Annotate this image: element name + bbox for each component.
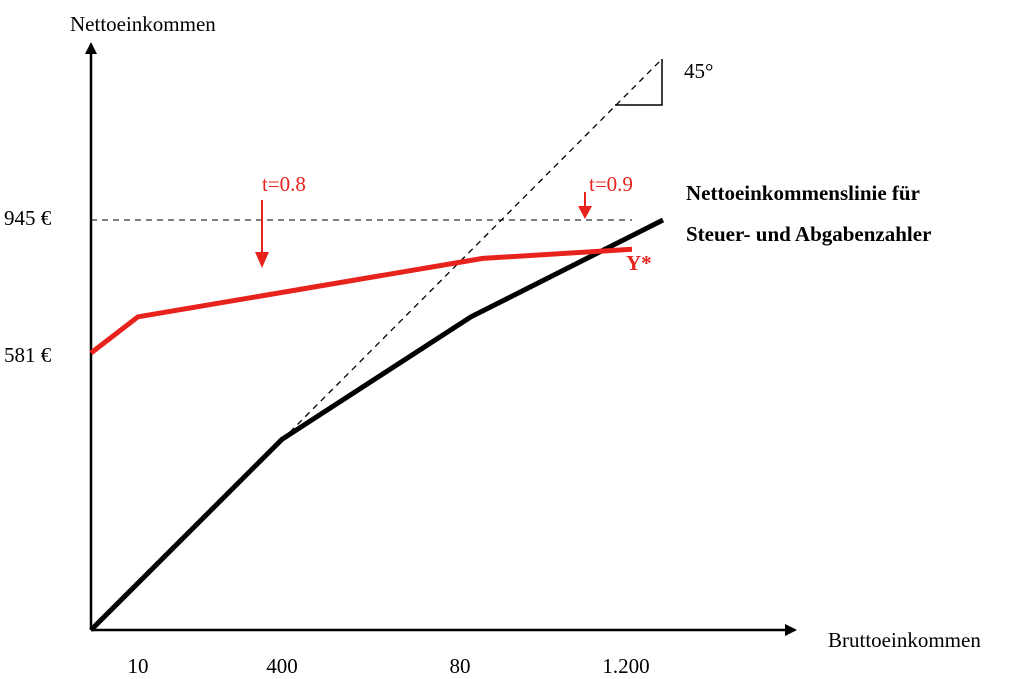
x-tick-label: 80 [450,654,471,678]
series-line-net-income [89,217,665,632]
x-axis-title: Bruttoeinkommen [828,628,981,652]
x-tick-label: 1.200 [602,654,649,678]
angle-label: 45° [684,59,713,83]
tax-rate-label-1: t=0.8 [262,172,306,196]
y-axis-title: Nettoeinkommen [70,12,216,36]
tax-rate-label-2: t=0.9 [589,172,633,196]
net-income-line-label-1: Nettoeinkommenslinie für [686,181,920,205]
tax-rate-arrow-1-head [255,252,269,268]
reference-line-45-degree [281,58,663,441]
y-tick-label-581: 581 € [4,343,52,367]
x-tick-label: 10 [128,654,149,678]
tax-rate-arrow-2-head [578,206,592,219]
angle-triangle [615,59,663,106]
x-tick-label: 400 [266,654,298,678]
net-income-line-label-2: Steuer- und Abgabenzahler [686,222,931,246]
y-star-label: Y* [626,251,652,275]
y-tick-label-945: 945 € [4,206,52,230]
series-line-transfer [89,246,633,355]
